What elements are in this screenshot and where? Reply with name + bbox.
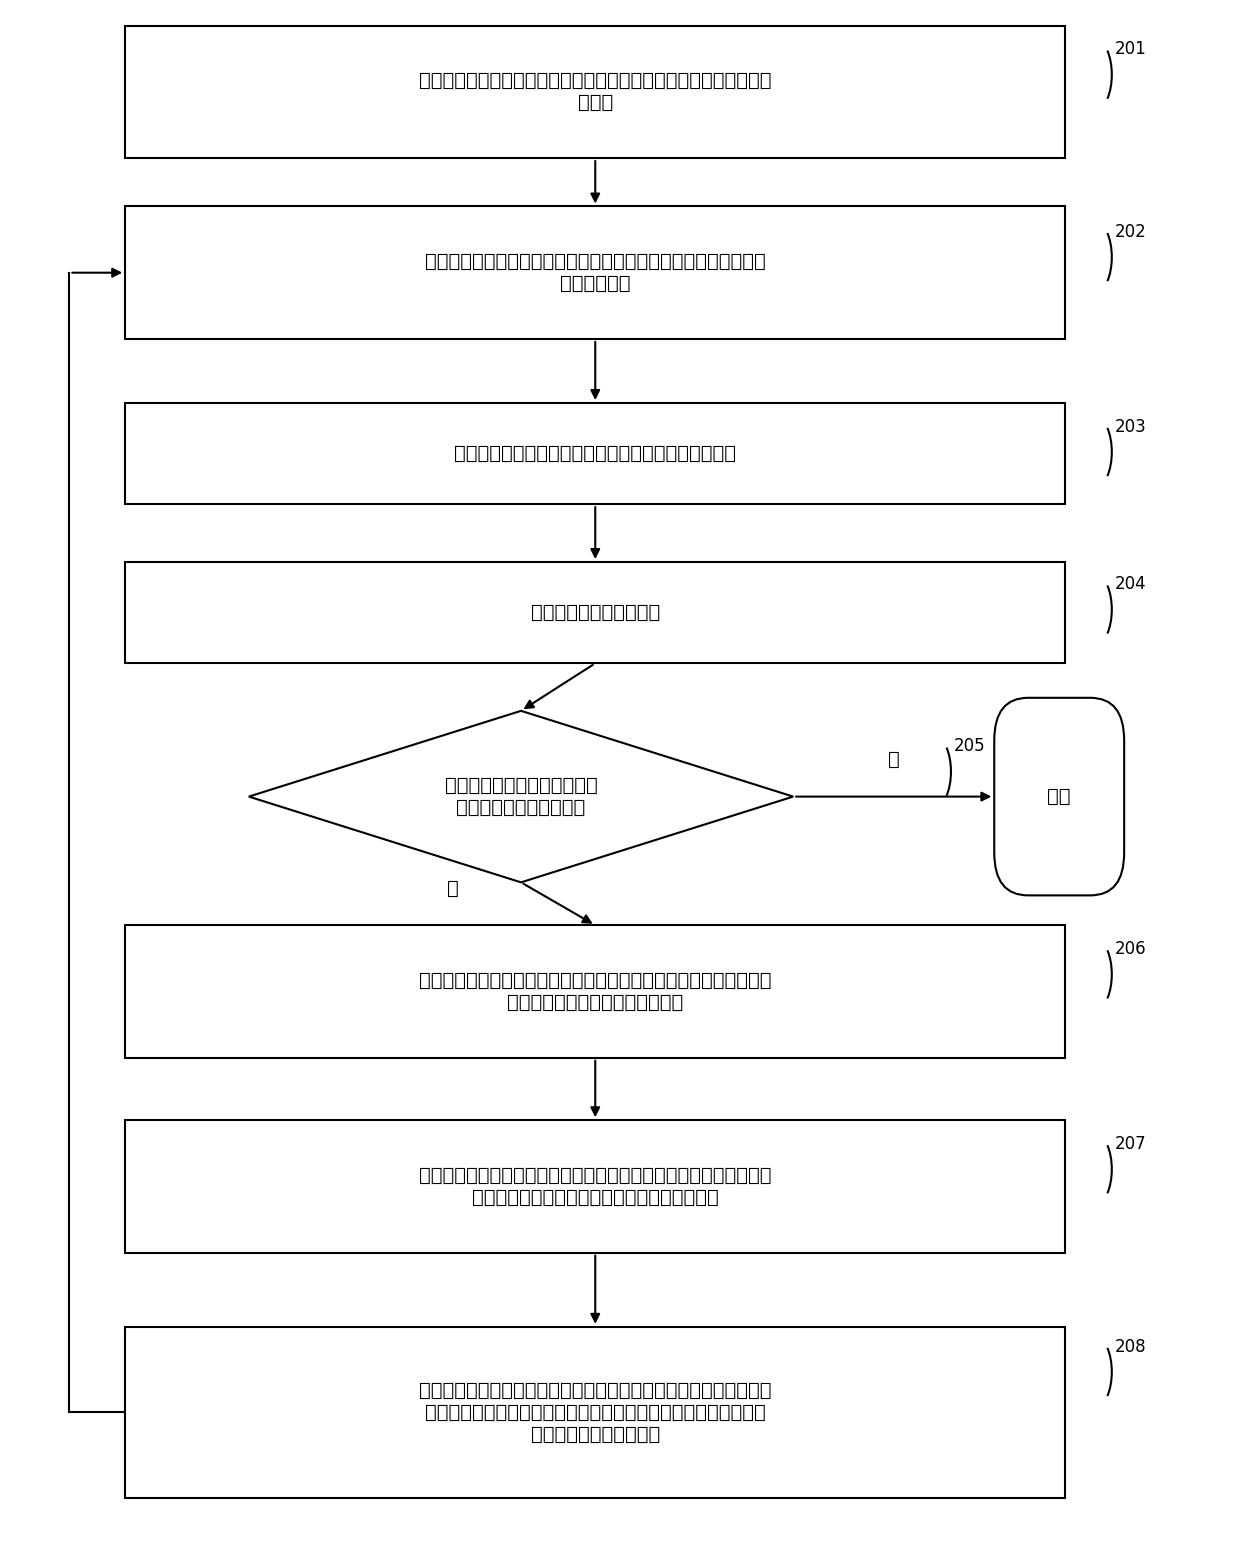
FancyBboxPatch shape <box>125 1120 1065 1253</box>
Text: 202: 202 <box>1115 223 1147 241</box>
Text: 206: 206 <box>1115 940 1147 958</box>
Text: 结束: 结束 <box>1048 787 1071 806</box>
Text: 获取训练数据，使用分类器对该训练数据进行目标检测，得到第一
目标位置集合: 获取训练数据，使用分类器对该训练数据进行目标检测，得到第一 目标位置集合 <box>425 251 765 294</box>
Text: 计算该分类器模型的精度: 计算该分类器模型的精度 <box>531 603 660 622</box>
Text: 204: 204 <box>1115 575 1147 594</box>
Text: 205: 205 <box>954 737 986 756</box>
FancyBboxPatch shape <box>125 1326 1065 1498</box>
Text: 判断计算出的该分类器的精度
是否达到指定的精度要求: 判断计算出的该分类器的精度 是否达到指定的精度要求 <box>445 776 598 817</box>
Text: 在第一目标位置集合内按照置信度从低到高的顺序选取指定的比例的
目标输出，以进行误检的人工确认: 在第一目标位置集合内按照置信度从低到高的顺序选取指定的比例的 目标输出，以进行误… <box>419 972 771 1012</box>
Text: 将第一目标位置集合中达到指定置信度要求的目标，与所述视频数据
中已标注的所述正样本目标，组成目标标注集合，根据该目标标注
集合对该分类器进行训练: 将第一目标位置集合中达到指定置信度要求的目标，与所述视频数据 中已标注的所述正样… <box>419 1381 771 1443</box>
FancyBboxPatch shape <box>994 698 1125 895</box>
Text: 用初始训练集合对分类器模型进行训练，并确定该分类器模型的置信
度阈值: 用初始训练集合对分类器模型进行训练，并确定该分类器模型的置信 度阈值 <box>419 72 771 112</box>
FancyBboxPatch shape <box>125 25 1065 158</box>
FancyBboxPatch shape <box>125 925 1065 1057</box>
Text: 根据人工标注的结果获取正样本目标，按照该正样本目标的轨迹，将
所述视频数据中未标注的该正样本目标标注出来: 根据人工标注的结果获取正样本目标，按照该正样本目标的轨迹，将 所述视频数据中未标… <box>419 1165 771 1207</box>
Text: 207: 207 <box>1115 1136 1147 1153</box>
Text: 是: 是 <box>888 750 899 769</box>
FancyBboxPatch shape <box>125 206 1065 339</box>
Text: 203: 203 <box>1115 417 1147 436</box>
FancyBboxPatch shape <box>125 562 1065 664</box>
Text: 对第一目标位置集合内的目标进行跟踪得到目标的轨迹: 对第一目标位置集合内的目标进行跟踪得到目标的轨迹 <box>454 444 737 462</box>
Text: 否: 否 <box>448 879 459 898</box>
Polygon shape <box>249 711 794 883</box>
Text: 201: 201 <box>1115 41 1147 58</box>
FancyBboxPatch shape <box>125 403 1065 505</box>
Text: 208: 208 <box>1115 1337 1147 1356</box>
